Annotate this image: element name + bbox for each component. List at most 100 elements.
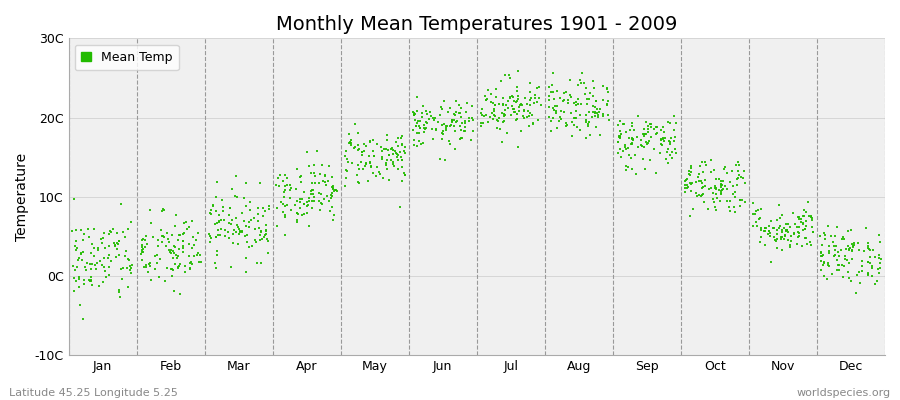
Point <box>814 249 829 256</box>
Point <box>780 227 795 233</box>
Point <box>297 201 311 208</box>
Point <box>693 163 707 169</box>
Point <box>115 265 130 271</box>
Point <box>166 288 181 294</box>
Point <box>733 197 747 204</box>
Point <box>341 131 356 137</box>
Point <box>165 265 179 272</box>
Point <box>526 120 540 126</box>
Point <box>488 113 502 120</box>
Point <box>294 178 309 185</box>
Point <box>708 185 723 192</box>
Point <box>408 110 422 117</box>
Point <box>818 236 832 242</box>
Point <box>553 114 567 121</box>
Point <box>554 108 568 114</box>
Point <box>170 253 184 260</box>
Point <box>223 205 238 211</box>
Point <box>418 125 432 132</box>
Point <box>509 98 524 104</box>
Point <box>339 168 354 174</box>
Point <box>855 258 869 264</box>
Point <box>487 111 501 118</box>
Point <box>696 184 710 190</box>
Point <box>312 190 327 196</box>
Point <box>235 228 249 234</box>
Point <box>114 200 129 207</box>
Point <box>410 120 424 126</box>
Point <box>135 257 149 263</box>
Point <box>80 260 94 266</box>
Point <box>821 260 835 266</box>
Point <box>275 209 290 215</box>
Point <box>311 180 326 186</box>
Point <box>596 83 610 89</box>
Point <box>694 193 708 200</box>
Point <box>445 118 459 124</box>
Point <box>758 225 772 232</box>
Point <box>556 98 571 104</box>
Point <box>746 200 760 207</box>
Point <box>500 105 515 112</box>
Point <box>182 253 196 259</box>
Point <box>67 275 81 281</box>
Point <box>684 169 698 175</box>
Point <box>854 268 868 275</box>
Point <box>690 174 705 180</box>
Point <box>796 213 810 220</box>
Point <box>613 118 627 124</box>
Point <box>754 206 769 212</box>
Point <box>792 214 806 220</box>
Point <box>709 185 724 191</box>
Point <box>619 162 634 169</box>
Point <box>629 170 643 177</box>
Point <box>202 209 217 216</box>
Point <box>590 113 605 120</box>
Point <box>511 144 526 150</box>
Point <box>290 216 304 223</box>
Point <box>300 149 314 156</box>
Point <box>301 202 315 208</box>
Point <box>663 141 678 147</box>
Point <box>827 243 842 250</box>
Point <box>269 182 284 188</box>
Point <box>141 261 156 267</box>
Point <box>842 260 856 266</box>
Point <box>114 266 129 273</box>
Point <box>768 236 782 243</box>
Point <box>176 238 190 244</box>
Point <box>688 178 703 185</box>
Point <box>777 236 791 242</box>
Point <box>67 288 81 294</box>
Point <box>514 128 528 134</box>
Point <box>448 146 463 152</box>
Point <box>283 195 297 202</box>
Point <box>715 186 729 193</box>
Point <box>801 199 815 206</box>
Point <box>775 247 789 253</box>
Point <box>657 129 671 135</box>
Point <box>613 134 627 140</box>
Point <box>588 104 602 110</box>
Point <box>544 128 558 134</box>
Point <box>382 152 396 158</box>
Point <box>716 186 730 192</box>
Point <box>590 98 604 104</box>
Point <box>559 120 573 126</box>
Point <box>845 248 859 254</box>
Point <box>636 131 651 137</box>
Point <box>828 252 842 258</box>
Point <box>794 216 808 222</box>
Point <box>824 233 838 239</box>
Point <box>284 207 299 214</box>
Point <box>393 135 408 142</box>
Point <box>523 95 537 102</box>
Point <box>167 244 182 250</box>
Point <box>460 100 474 106</box>
Point <box>662 138 676 144</box>
Point <box>148 253 163 260</box>
Point <box>753 238 768 245</box>
Point <box>438 157 453 163</box>
Point <box>410 94 424 100</box>
Point <box>447 128 462 134</box>
